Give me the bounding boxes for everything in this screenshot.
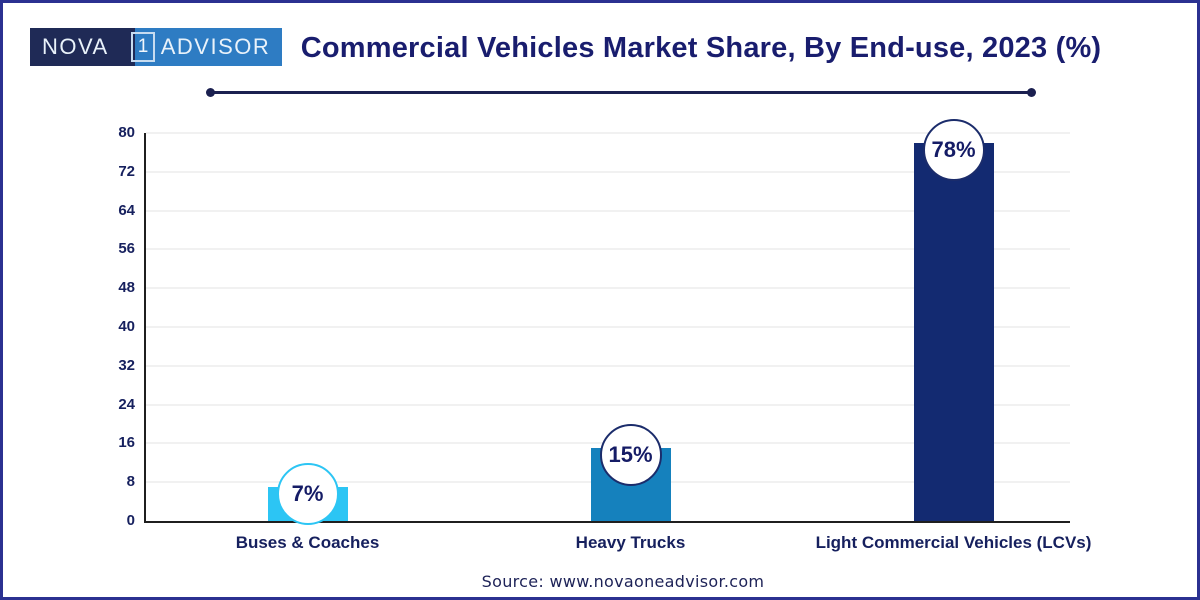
source-text: Source: www.novaoneadvisor.com <box>481 572 765 591</box>
value-badge-light-commercial-vehicles-lcvs: 78% <box>922 119 985 181</box>
gridline-40 <box>146 326 1070 328</box>
novaone-advisor-logo: NOVA ADVISOR 1 <box>30 28 283 66</box>
x-axis-line <box>144 521 1070 523</box>
page-title: Commercial Vehicles Market Share, By End… <box>300 32 1102 64</box>
category-label-heavy-trucks: Heavy Trucks <box>575 533 686 552</box>
logo-right-segment: ADVISOR <box>134 28 283 66</box>
y-axis-line <box>144 133 146 523</box>
bar-light-commercial-vehicles-lcvs <box>913 143 994 521</box>
logo-one-badge: 1 <box>131 32 155 62</box>
category-label-buses-coaches: Buses & Coaches <box>235 533 380 552</box>
logo-text-advisor: ADVISOR <box>160 34 271 59</box>
gridline-48 <box>146 287 1070 290</box>
y-axis-tick-label-56: 56 <box>118 240 135 258</box>
logo-text-nova: NOVA <box>42 34 109 59</box>
y-axis-tick-label-40: 40 <box>118 318 135 335</box>
y-axis-tick-label-64: 64 <box>118 201 135 219</box>
logo-text-one: 1 <box>137 36 149 57</box>
y-axis-tick-label-24: 24 <box>118 395 135 413</box>
gridline-56 <box>146 248 1070 251</box>
value-badge-buses-coaches: 7% <box>276 463 339 525</box>
y-axis-tick-label-80: 80 <box>118 124 135 141</box>
bar-chart: 0 8 16 24 32 40 48 56 64 72 80 7% Buses & Coaches 15%… <box>3 3 1197 597</box>
y-axis-tick-label-16: 16 <box>118 434 135 452</box>
y-axis-tick-label-8: 8 <box>126 473 135 491</box>
y-axis-tick-label-32: 32 <box>118 356 135 374</box>
logo-left-segment: NOVA <box>30 28 135 66</box>
y-axis-tick-label-0: 0 <box>126 512 135 529</box>
value-badge-heavy-trucks: 15% <box>599 424 662 486</box>
y-axis-tick-label-48: 48 <box>118 279 135 297</box>
gridline-72 <box>146 170 1070 173</box>
title-underline-rule <box>206 88 1036 97</box>
gridline-80 <box>146 132 1070 134</box>
gridline-64 <box>146 209 1070 212</box>
gridline-32 <box>146 364 1070 367</box>
y-axis-tick-label-72: 72 <box>118 162 135 180</box>
gridline-24 <box>146 403 1070 406</box>
category-label-light-commercial-vehicles-lcvs: Light Commercial Vehicles (LCVs) <box>815 533 1092 552</box>
